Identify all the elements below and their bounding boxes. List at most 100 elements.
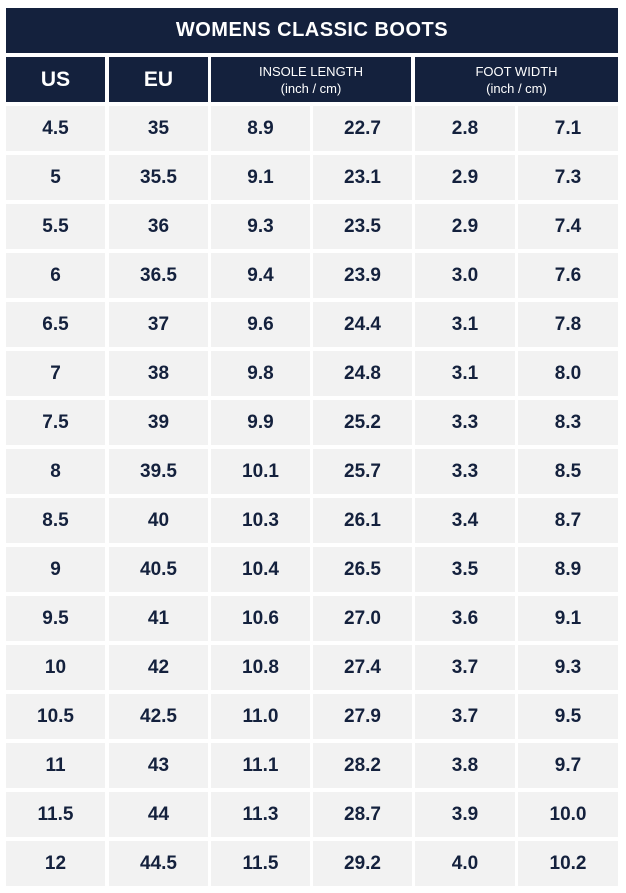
- width-cm-cell: 8.0: [518, 351, 618, 396]
- insole-cm-cell: 22.7: [313, 106, 412, 151]
- eu-size-cell: 36.5: [109, 253, 208, 298]
- width-cm-cell: 7.1: [518, 106, 618, 151]
- insole-cm-cell: 27.0: [313, 596, 412, 641]
- insole-cm-cell: 27.9: [313, 694, 412, 739]
- width-cm-cell: 8.3: [518, 400, 618, 445]
- us-size-cell: 4.5: [6, 106, 105, 151]
- insole-inch-cell: 10.1: [211, 449, 310, 494]
- us-size-cell: 6: [6, 253, 105, 298]
- us-size-cell: 11.5: [6, 792, 105, 837]
- us-size-cell: 5.5: [6, 204, 105, 249]
- insole-cm-cell: 24.8: [313, 351, 412, 396]
- us-size-cell: 8: [6, 449, 105, 494]
- width-cm-cell: 10.0: [518, 792, 618, 837]
- width-inch-cell: 4.0: [415, 841, 515, 886]
- insole-inch-cell: 11.5: [211, 841, 310, 886]
- insole-cm-cell: 25.2: [313, 400, 412, 445]
- insole-inch-cell: 9.8: [211, 351, 310, 396]
- insole-inch-cell: 10.6: [211, 596, 310, 641]
- eu-size-cell: 35: [109, 106, 208, 151]
- insole-inch-cell: 11.0: [211, 694, 310, 739]
- insole-inch-cell: 9.1: [211, 155, 310, 200]
- eu-size-cell: 41: [109, 596, 208, 641]
- width-cm-cell: 8.9: [518, 547, 618, 592]
- insole-inch-cell: 11.3: [211, 792, 310, 837]
- width-inch-cell: 3.3: [415, 400, 515, 445]
- insole-inch-cell: 10.3: [211, 498, 310, 543]
- eu-size-cell: 43: [109, 743, 208, 788]
- eu-size-cell: 40: [109, 498, 208, 543]
- insole-cm-cell: 26.5: [313, 547, 412, 592]
- insole-cm-cell: 26.1: [313, 498, 412, 543]
- width-inch-cell: 3.6: [415, 596, 515, 641]
- us-size-cell: 10.5: [6, 694, 105, 739]
- width-inch-cell: 3.4: [415, 498, 515, 543]
- width-cm-cell: 8.5: [518, 449, 618, 494]
- header-eu: EU: [109, 57, 208, 102]
- insole-inch-cell: 9.4: [211, 253, 310, 298]
- width-cm-cell: 9.3: [518, 645, 618, 690]
- width-inch-cell: 3.9: [415, 792, 515, 837]
- header-insole-length: INSOLE LENGTH (inch / cm): [211, 57, 411, 102]
- width-inch-cell: 2.8: [415, 106, 515, 151]
- eu-size-cell: 38: [109, 351, 208, 396]
- us-size-cell: 10: [6, 645, 105, 690]
- us-size-cell: 9.5: [6, 596, 105, 641]
- insole-inch-cell: 10.4: [211, 547, 310, 592]
- insole-inch-cell: 10.8: [211, 645, 310, 690]
- width-cm-cell: 10.2: [518, 841, 618, 886]
- width-cm-cell: 7.6: [518, 253, 618, 298]
- width-inch-cell: 3.1: [415, 351, 515, 396]
- header-width-units: (inch / cm): [486, 80, 547, 96]
- eu-size-cell: 39: [109, 400, 208, 445]
- insole-cm-cell: 23.5: [313, 204, 412, 249]
- width-inch-cell: 3.0: [415, 253, 515, 298]
- eu-size-cell: 39.5: [109, 449, 208, 494]
- header-width-title: FOOT WIDTH: [475, 63, 558, 79]
- insole-cm-cell: 23.9: [313, 253, 412, 298]
- insole-inch-cell: 9.9: [211, 400, 310, 445]
- us-size-cell: 6.5: [6, 302, 105, 347]
- eu-size-cell: 44: [109, 792, 208, 837]
- width-inch-cell: 3.8: [415, 743, 515, 788]
- width-inch-cell: 3.1: [415, 302, 515, 347]
- width-cm-cell: 7.4: [518, 204, 618, 249]
- insole-cm-cell: 25.7: [313, 449, 412, 494]
- insole-cm-cell: 28.2: [313, 743, 412, 788]
- width-inch-cell: 3.7: [415, 645, 515, 690]
- width-inch-cell: 2.9: [415, 204, 515, 249]
- eu-size-cell: 37: [109, 302, 208, 347]
- us-size-cell: 12: [6, 841, 105, 886]
- width-cm-cell: 9.5: [518, 694, 618, 739]
- eu-size-cell: 44.5: [109, 841, 208, 886]
- header-insole-title: INSOLE LENGTH: [258, 63, 364, 79]
- width-inch-cell: 3.5: [415, 547, 515, 592]
- us-size-cell: 7: [6, 351, 105, 396]
- width-cm-cell: 7.3: [518, 155, 618, 200]
- us-size-cell: 5: [6, 155, 105, 200]
- width-cm-cell: 9.7: [518, 743, 618, 788]
- eu-size-cell: 42.5: [109, 694, 208, 739]
- insole-cm-cell: 27.4: [313, 645, 412, 690]
- width-cm-cell: 7.8: [518, 302, 618, 347]
- width-inch-cell: 2.9: [415, 155, 515, 200]
- eu-size-cell: 40.5: [109, 547, 208, 592]
- width-cm-cell: 8.7: [518, 498, 618, 543]
- us-size-cell: 7.5: [6, 400, 105, 445]
- insole-inch-cell: 9.3: [211, 204, 310, 249]
- width-inch-cell: 3.7: [415, 694, 515, 739]
- insole-cm-cell: 24.4: [313, 302, 412, 347]
- insole-cm-cell: 29.2: [313, 841, 412, 886]
- chart-title: WOMENS CLASSIC BOOTS: [6, 8, 618, 53]
- insole-inch-cell: 8.9: [211, 106, 310, 151]
- eu-size-cell: 35.5: [109, 155, 208, 200]
- insole-inch-cell: 11.1: [211, 743, 310, 788]
- us-size-cell: 9: [6, 547, 105, 592]
- eu-size-cell: 42: [109, 645, 208, 690]
- header-us: US: [6, 57, 105, 102]
- us-size-cell: 8.5: [6, 498, 105, 543]
- us-size-cell: 11: [6, 743, 105, 788]
- eu-size-cell: 36: [109, 204, 208, 249]
- insole-cm-cell: 23.1: [313, 155, 412, 200]
